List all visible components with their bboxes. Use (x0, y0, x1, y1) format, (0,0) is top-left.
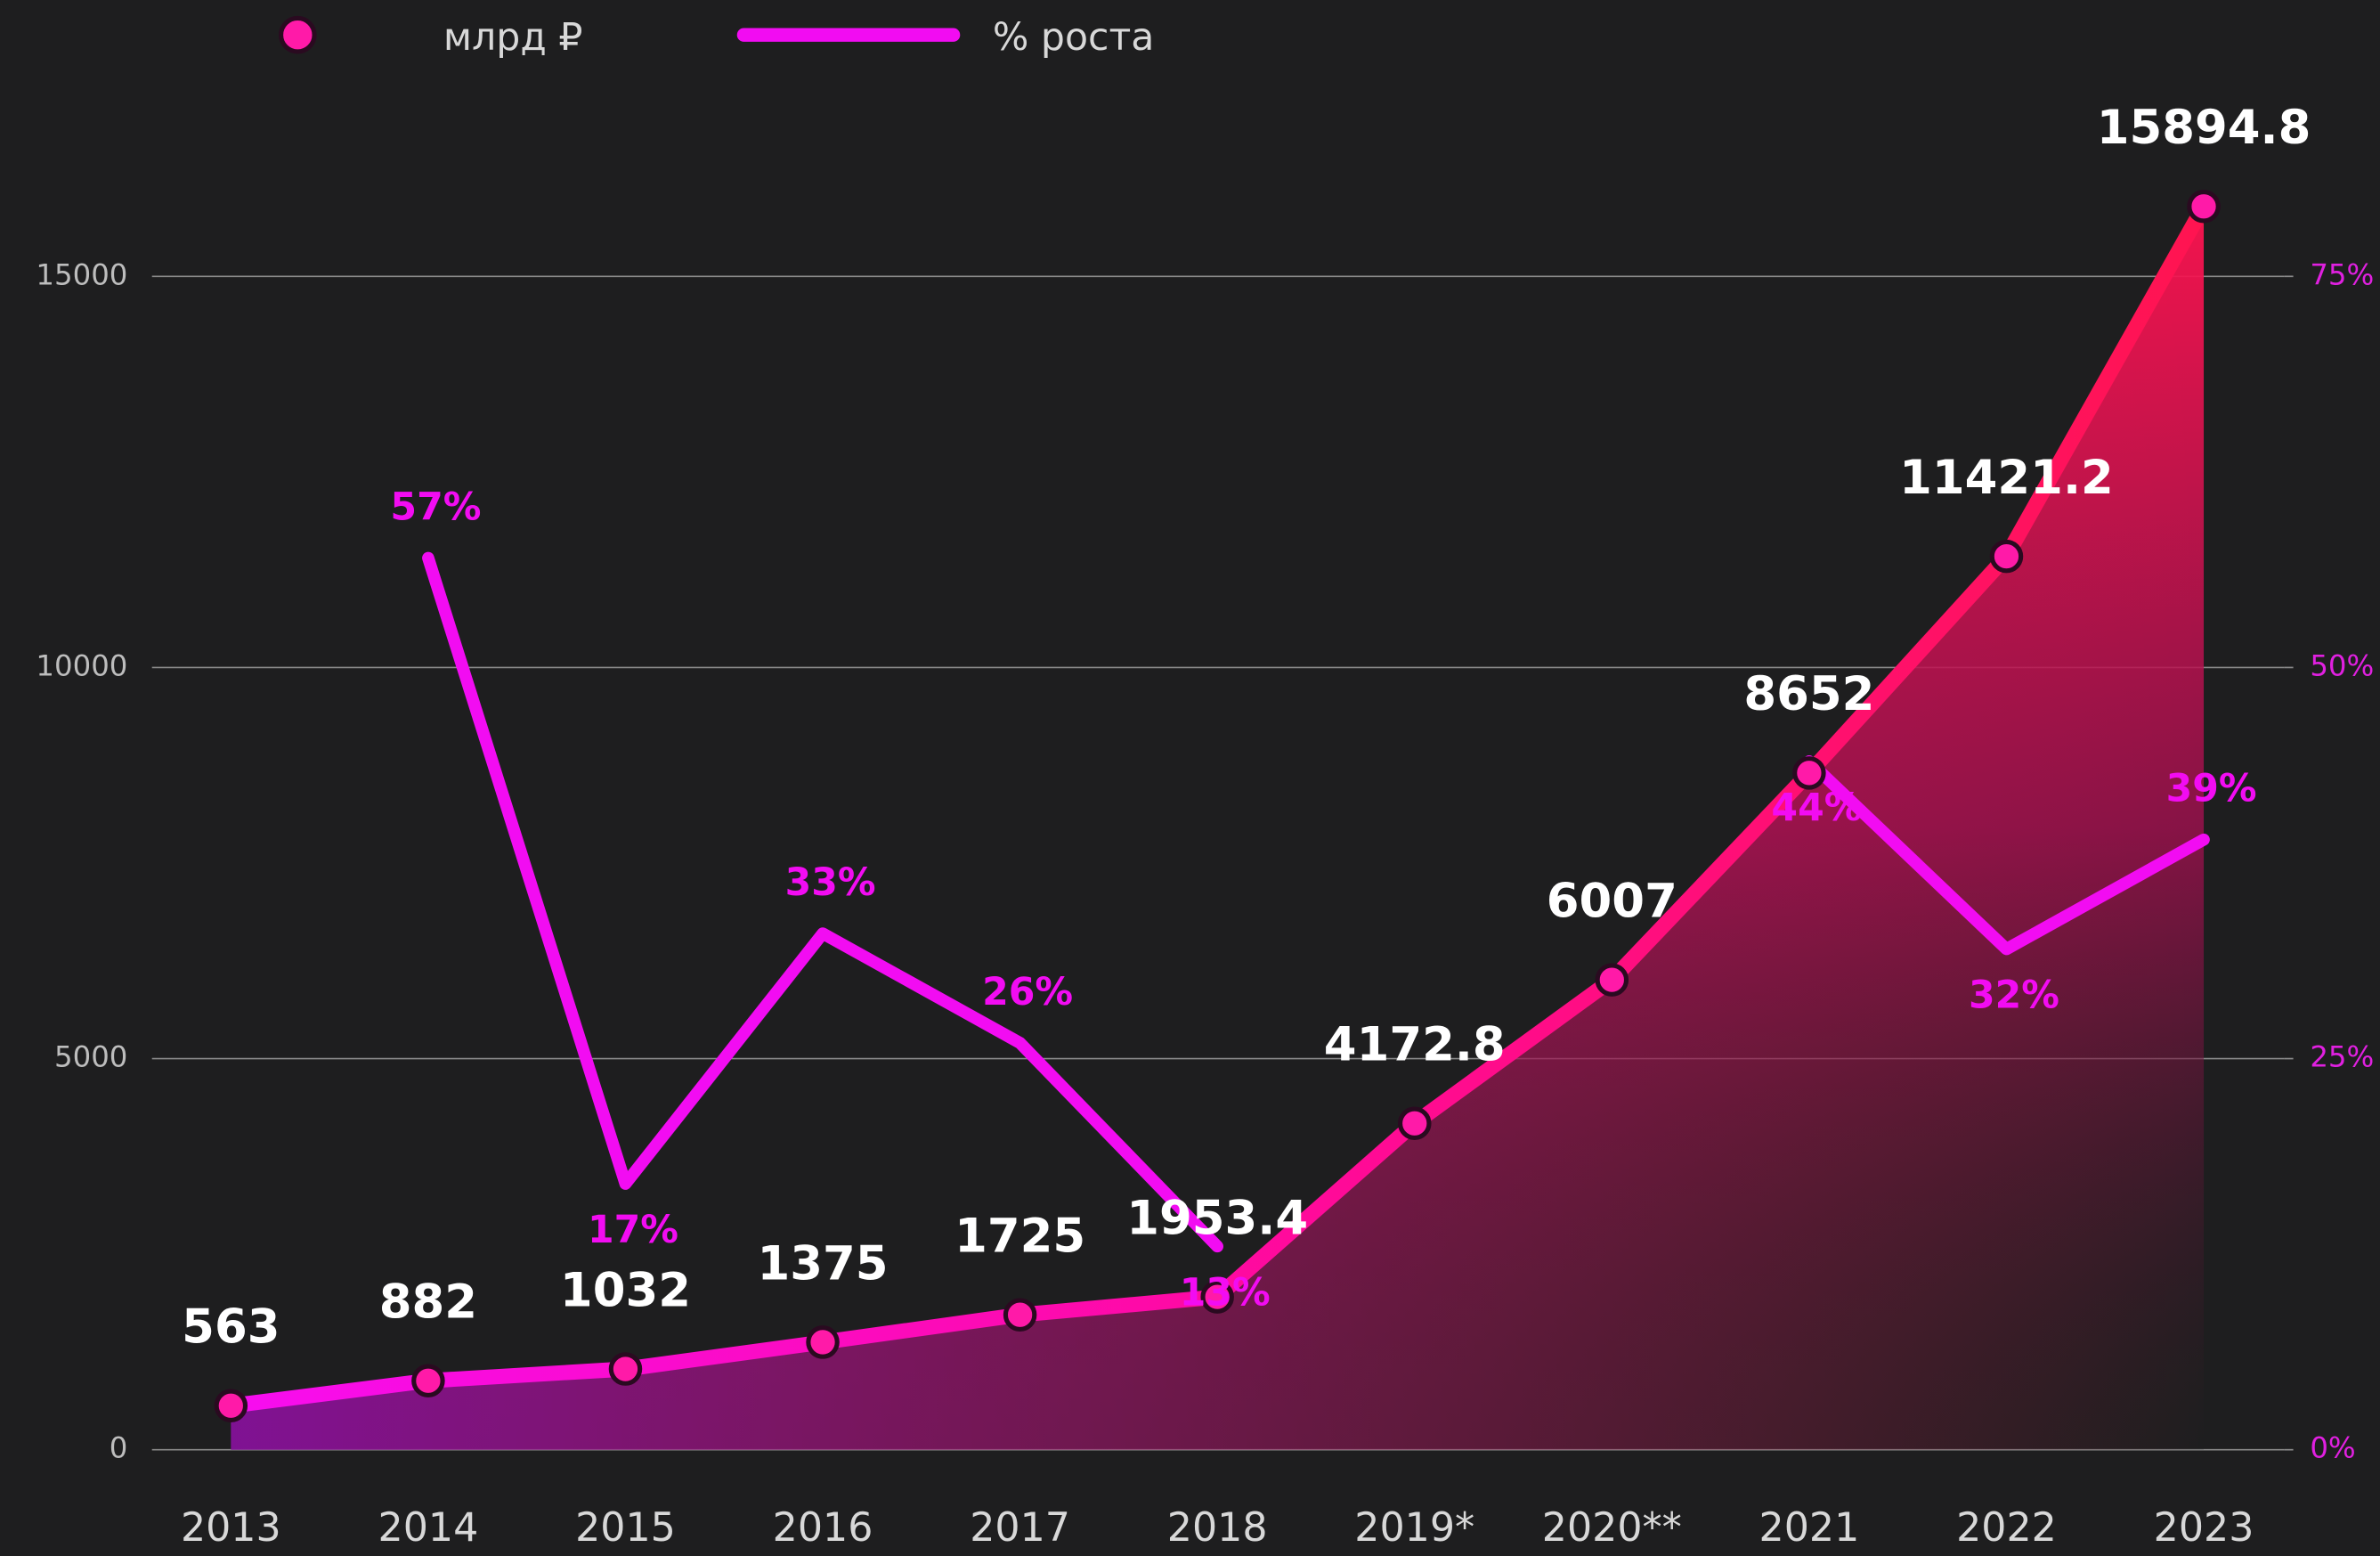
marker (1792, 756, 1826, 790)
growth-label: 32% (1969, 974, 2059, 1018)
legend-label: % роста (993, 15, 1154, 60)
data-label: 6007 (1547, 875, 1677, 929)
data-label: 1725 (954, 1210, 1085, 1264)
marker (1200, 1280, 1234, 1314)
y2-tick-label: 75% (2310, 257, 2374, 291)
marker (2187, 189, 2221, 224)
data-label: 1953.4 (1126, 1192, 1308, 1246)
growth-label: 39% (2166, 767, 2257, 811)
y2-tick-label: 50% (2310, 648, 2374, 682)
growth-line (1803, 755, 2210, 956)
data-label: 1032 (560, 1263, 691, 1317)
x-tick-label: 2023 (2154, 1505, 2254, 1551)
growth-label: 17% (588, 1208, 678, 1252)
growth-label: 33% (785, 860, 876, 905)
y2-tick-label: 25% (2310, 1040, 2374, 1074)
y-tick-label: 5000 (54, 1040, 127, 1074)
growth-label: 57% (390, 485, 481, 529)
marker (1595, 963, 1629, 997)
data-label: 563 (182, 1300, 280, 1355)
y-tick-label: 0 (110, 1431, 128, 1465)
marker (214, 1389, 248, 1422)
x-tick-label: 2022 (1956, 1505, 2057, 1551)
data-label: 15894.8 (2097, 101, 2311, 155)
x-tick-label: 2016 (773, 1505, 873, 1551)
x-tick-label: 2013 (181, 1505, 281, 1551)
y-tick-label: 10000 (36, 648, 127, 682)
marker (806, 1325, 840, 1359)
data-label: 882 (379, 1275, 477, 1330)
marker (1989, 539, 2024, 574)
legend-label: млрд ₽ (443, 15, 582, 60)
data-label: 11421.2 (1899, 451, 2114, 505)
x-tick-label: 2021 (1759, 1505, 1860, 1551)
area-tint (231, 206, 2205, 1450)
y-tick-label: 15000 (36, 257, 127, 291)
x-tick-label: 2015 (575, 1505, 676, 1551)
growth-label: 44% (1771, 786, 1862, 830)
data-label: 8652 (1743, 667, 1874, 721)
marker (411, 1364, 445, 1397)
growth-label: 26% (982, 970, 1073, 1014)
marker (1003, 1298, 1037, 1332)
x-tick-label: 2017 (970, 1505, 1070, 1551)
marker (1398, 1106, 1432, 1140)
growth-line (422, 551, 1223, 1253)
x-tick-label: 2020** (1542, 1505, 1682, 1551)
y2-tick-label: 0% (2310, 1431, 2355, 1465)
legend-marker (279, 15, 317, 54)
x-tick-label: 2018 (1167, 1505, 1268, 1551)
x-tick-label: 2019* (1354, 1505, 1474, 1551)
marker (608, 1352, 643, 1386)
growth-label: 13% (1180, 1270, 1271, 1315)
data-label: 1375 (758, 1236, 889, 1291)
x-tick-label: 2014 (378, 1505, 479, 1551)
data-label: 4172.8 (1324, 1018, 1506, 1072)
